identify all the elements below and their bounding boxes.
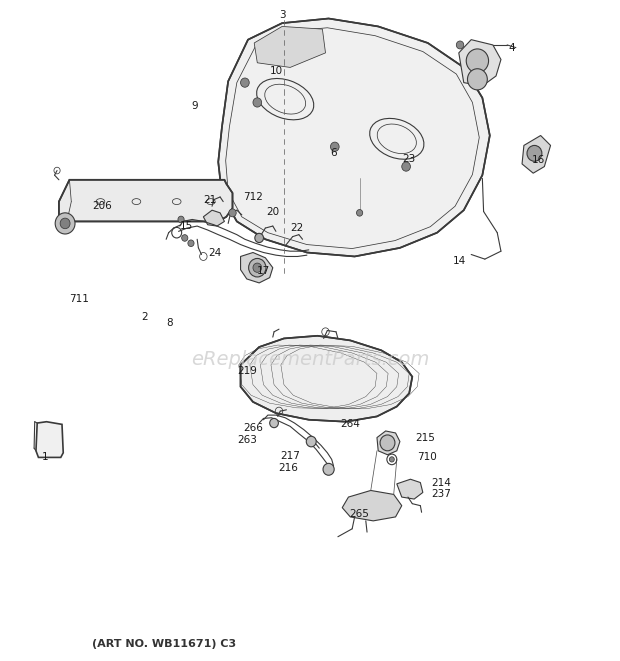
Circle shape: [466, 49, 489, 73]
Text: 217: 217: [280, 451, 300, 461]
Polygon shape: [241, 253, 273, 283]
Polygon shape: [241, 336, 412, 422]
Text: (ART NO. WB11671) C3: (ART NO. WB11671) C3: [92, 639, 236, 649]
Circle shape: [456, 41, 464, 49]
Polygon shape: [522, 136, 551, 173]
Text: 14: 14: [453, 256, 466, 266]
Polygon shape: [36, 422, 63, 457]
Circle shape: [389, 457, 394, 462]
Circle shape: [229, 209, 236, 217]
Text: 10: 10: [269, 66, 283, 77]
Text: 265: 265: [350, 509, 370, 520]
Circle shape: [330, 142, 339, 151]
Text: 712: 712: [243, 192, 263, 202]
Polygon shape: [377, 431, 400, 455]
Text: 24: 24: [209, 247, 222, 258]
Text: 711: 711: [69, 293, 89, 304]
Text: 266: 266: [244, 423, 264, 434]
Text: 1: 1: [42, 452, 48, 463]
Circle shape: [60, 218, 70, 229]
Text: 206: 206: [92, 201, 112, 212]
Circle shape: [270, 418, 278, 428]
Polygon shape: [254, 26, 326, 67]
Circle shape: [55, 213, 75, 234]
Text: 237: 237: [431, 489, 451, 500]
Text: 22: 22: [290, 223, 303, 233]
Text: 215: 215: [415, 432, 435, 443]
Text: 9: 9: [192, 100, 198, 111]
Polygon shape: [59, 180, 233, 221]
Text: 710: 710: [417, 452, 436, 463]
Circle shape: [253, 98, 262, 107]
Circle shape: [188, 240, 194, 247]
Circle shape: [467, 69, 487, 90]
Text: 214: 214: [431, 477, 451, 488]
Polygon shape: [397, 479, 423, 499]
Circle shape: [323, 463, 334, 475]
Circle shape: [182, 235, 188, 241]
Polygon shape: [342, 490, 402, 521]
Text: 23: 23: [402, 153, 415, 164]
Circle shape: [249, 258, 266, 277]
Circle shape: [253, 263, 262, 272]
Circle shape: [255, 233, 264, 243]
Text: 4: 4: [508, 42, 515, 53]
Circle shape: [527, 145, 542, 161]
Text: 16: 16: [532, 155, 545, 165]
Circle shape: [306, 436, 316, 447]
Polygon shape: [459, 40, 501, 86]
Text: 21: 21: [204, 194, 217, 205]
Text: 219: 219: [237, 366, 257, 377]
Circle shape: [380, 435, 395, 451]
Circle shape: [178, 216, 184, 223]
Text: 8: 8: [166, 317, 173, 328]
Text: 20: 20: [267, 206, 280, 217]
Circle shape: [402, 162, 410, 171]
Text: 6: 6: [330, 148, 337, 159]
Circle shape: [241, 78, 249, 87]
Text: 216: 216: [278, 463, 298, 473]
Text: eReplacementParts.com: eReplacementParts.com: [191, 350, 429, 369]
Text: 264: 264: [340, 419, 360, 430]
Polygon shape: [218, 19, 490, 256]
Text: 17: 17: [257, 266, 270, 276]
Text: 15: 15: [180, 221, 193, 231]
Text: 3: 3: [279, 9, 285, 20]
Polygon shape: [203, 210, 224, 226]
Text: 2: 2: [141, 312, 148, 323]
Text: 263: 263: [237, 434, 257, 445]
Circle shape: [356, 210, 363, 216]
